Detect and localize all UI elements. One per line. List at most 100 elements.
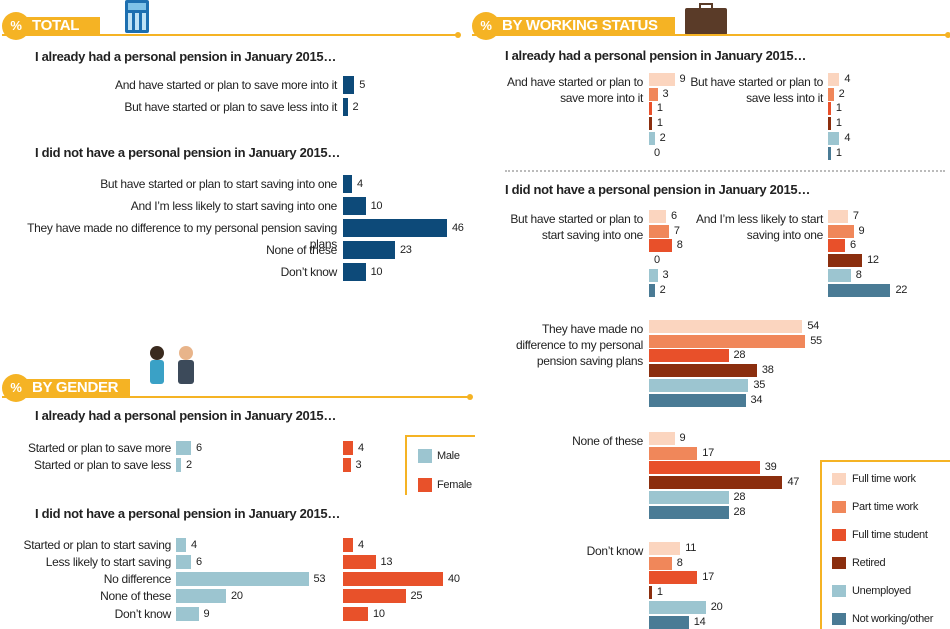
category-label: Don’t know (280, 265, 338, 279)
bar (649, 87, 658, 101)
category-label: Less likely to start saving (45, 555, 172, 569)
value-label: 5 (359, 79, 366, 91)
legend-swatch (418, 449, 432, 463)
category-label: Don’t know (114, 607, 172, 621)
header-dot (945, 32, 950, 38)
bar (343, 458, 351, 472)
value-label: 2 (352, 101, 359, 113)
bar (343, 589, 406, 603)
group-heading: I already had a personal pension in Janu… (505, 48, 807, 63)
value-label: 4 (844, 73, 851, 85)
value-label: 3 (662, 87, 669, 100)
value-label: 1 (656, 117, 663, 130)
bar (649, 210, 667, 223)
bar (649, 600, 706, 614)
legend-label: Full time student (852, 529, 928, 541)
bar (649, 446, 698, 460)
value-label: 2 (186, 459, 192, 471)
category-label: Started or plan to start saving (23, 538, 172, 552)
category-label: But have started or plan to start saving… (100, 177, 337, 191)
header-dot (455, 32, 461, 38)
section-title: BY GENDER (12, 379, 130, 397)
bar (176, 572, 309, 586)
bar (649, 320, 803, 333)
bar (649, 283, 655, 297)
value-label: 7 (852, 210, 859, 222)
section-title: TOTAL (12, 17, 100, 35)
calculator-icon (125, 0, 149, 33)
group-heading: I already had a personal pension in Janu… (35, 49, 337, 64)
section-title: BY WORKING STATUS (482, 17, 675, 35)
value-label: 2 (659, 283, 666, 296)
bar (343, 175, 353, 193)
bar (343, 98, 348, 116)
value-label: 8 (676, 239, 683, 252)
value-label: 46 (451, 222, 464, 234)
bar (828, 117, 831, 131)
people-icon (150, 360, 164, 384)
value-label: 10 (370, 200, 383, 212)
bar (343, 555, 376, 569)
bar (828, 254, 863, 268)
legend-swatch (832, 585, 846, 597)
bar (649, 586, 652, 600)
category-label: No difference (103, 572, 172, 586)
bar (649, 378, 749, 392)
value-label: 28 (733, 490, 746, 503)
category-label: Started or plan to save more (27, 441, 171, 455)
bar (176, 538, 186, 552)
legend-swatch (832, 613, 846, 625)
bar (649, 349, 729, 363)
value-label: 6 (196, 442, 202, 454)
value-label: 6 (671, 210, 677, 222)
bar (176, 441, 191, 455)
bar (176, 458, 181, 472)
bar (343, 572, 443, 586)
bar (828, 283, 891, 297)
legend-frame (820, 460, 950, 629)
category-label: None of these (572, 434, 643, 448)
value-label: 9 (679, 73, 686, 85)
header-dot (467, 394, 473, 400)
value-label: 3 (355, 459, 362, 471)
bar (649, 73, 675, 86)
bar (343, 241, 395, 259)
value-label: 0 (654, 254, 660, 267)
briefcase-icon (685, 3, 727, 35)
bar (828, 87, 834, 101)
value-label: 10 (373, 608, 385, 620)
bar (649, 505, 729, 519)
category-label: But have started or plan to save less in… (690, 75, 823, 105)
value-label: 3 (662, 268, 669, 281)
bar (649, 432, 675, 445)
bar (649, 461, 760, 475)
value-label: 4 (358, 442, 364, 454)
value-label: 9 (679, 432, 686, 444)
bar (649, 542, 681, 555)
bar (828, 146, 831, 160)
value-label: 6 (196, 556, 202, 568)
value-label: 17 (702, 446, 714, 459)
calculator-screen (128, 3, 146, 10)
value-label: 10 (370, 266, 383, 278)
bar (649, 102, 652, 116)
bar (649, 364, 757, 378)
bar (649, 393, 746, 407)
group-heading: I already had a personal pension in Janu… (35, 408, 337, 423)
value-label: 47 (787, 476, 800, 489)
legend-swatch (832, 473, 846, 485)
bar (649, 239, 672, 253)
legend-label: Unemployed (852, 585, 911, 597)
value-label: 23 (399, 244, 412, 256)
value-label: 1 (656, 102, 663, 115)
bar (176, 555, 191, 569)
value-label: 11 (685, 542, 697, 554)
bar (343, 76, 355, 94)
category-label: And I’m less likely to start saving into… (696, 212, 823, 242)
category-label: Don’t know (586, 544, 644, 558)
value-label: 13 (380, 556, 393, 568)
group-heading: I did not have a personal pension in Jan… (505, 182, 811, 197)
bar (649, 490, 729, 504)
value-label: 35 (753, 378, 766, 391)
